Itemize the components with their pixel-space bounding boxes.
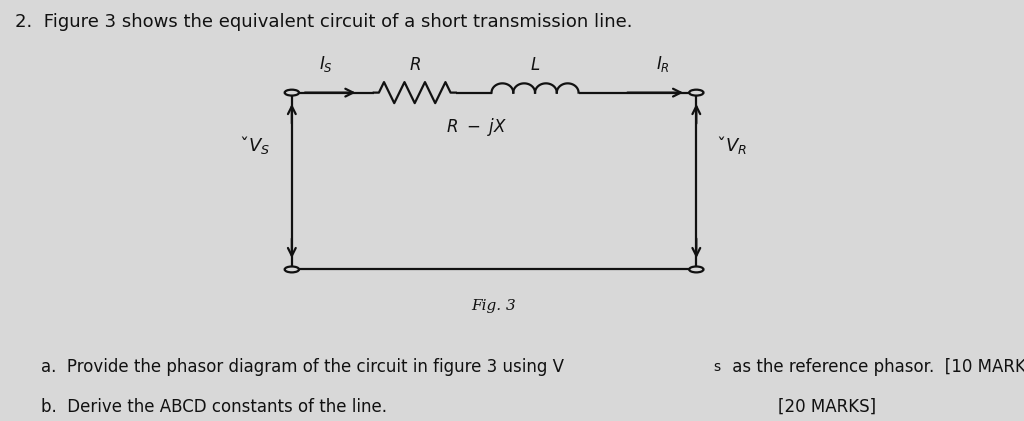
Text: $R\ -\ jX$: $R\ -\ jX$ [445,116,507,138]
Text: as the reference phasor.  [10 MARKS]: as the reference phasor. [10 MARKS] [727,358,1024,376]
Circle shape [689,90,703,96]
Text: $I_S$: $I_S$ [318,53,333,74]
Text: $R$: $R$ [409,56,421,74]
Text: [20 MARKS]: [20 MARKS] [778,398,877,416]
Text: $I_R$: $I_R$ [655,53,670,74]
Text: 2.  Figure 3 shows the equivalent circuit of a short transmission line.: 2. Figure 3 shows the equivalent circuit… [15,13,633,31]
Text: $\check{V}_R$: $\check{V}_R$ [718,134,746,156]
Circle shape [689,266,703,272]
Circle shape [285,266,299,272]
Text: $L$: $L$ [529,56,541,74]
Text: $\check{V}_S$: $\check{V}_S$ [242,134,270,156]
Text: a.  Provide the phasor diagram of the circuit in figure 3 using V: a. Provide the phasor diagram of the cir… [41,358,564,376]
Text: s: s [714,360,721,374]
Circle shape [285,90,299,96]
Text: b.  Derive the ABCD constants of the line.: b. Derive the ABCD constants of the line… [41,398,387,416]
Text: Fig. 3: Fig. 3 [472,299,516,313]
